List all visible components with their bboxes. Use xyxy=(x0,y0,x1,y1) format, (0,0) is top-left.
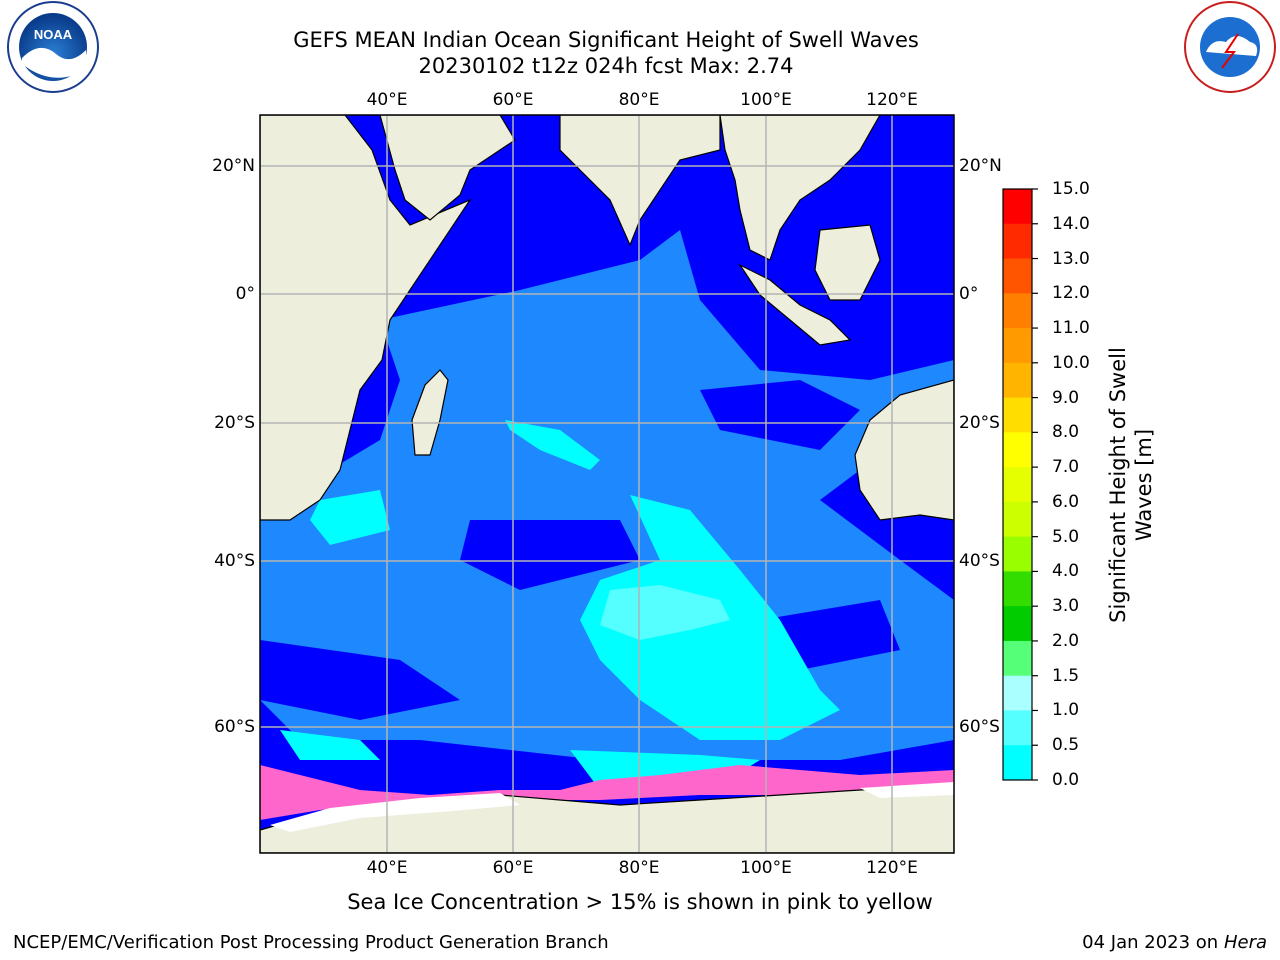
colorbar-tick-label: 0.5 xyxy=(1052,735,1080,756)
colorbar-segment xyxy=(1003,606,1032,642)
colorbar-segment xyxy=(1003,501,1032,538)
land-australia xyxy=(854,379,954,521)
colorbar-label-line2: Waves [m] xyxy=(1132,428,1156,542)
sea-ice-note: Sea Ice Concentration > 15% is shown in … xyxy=(347,890,933,914)
colorbar-tick-label: 1.5 xyxy=(1052,665,1080,686)
swell-band-high-2 xyxy=(280,420,760,790)
colorbar-segment xyxy=(1003,189,1032,225)
lat-label-right-40s: 40°S xyxy=(959,551,1000,571)
colorbar-segment xyxy=(1003,432,1032,468)
colorbar-segment xyxy=(1003,467,1032,503)
lon-label-top-120e: 120°E xyxy=(866,90,918,110)
run-date: 04 Jan 2023 on Hera xyxy=(1082,932,1267,953)
colorbar-segment xyxy=(1003,258,1032,294)
noaa-logo: NOAA xyxy=(7,1,99,93)
colorbar-segment xyxy=(1003,571,1032,607)
run-host: Hera xyxy=(1223,932,1267,953)
sea-ice xyxy=(260,765,954,820)
colorbar-segment xyxy=(1003,223,1032,260)
colorbar-segment xyxy=(1003,293,1032,329)
colorbar-segment xyxy=(1003,745,1032,781)
land-india xyxy=(559,115,721,247)
lat-label-left-20n: 20°N xyxy=(212,156,255,176)
colorbar-tick-label: 8.0 xyxy=(1052,422,1080,443)
colorbar-segment xyxy=(1003,675,1032,711)
colorbar-segment xyxy=(1003,328,1032,364)
lat-label-left-0: 0° xyxy=(235,284,255,304)
land-se-asia xyxy=(719,115,881,261)
colorbar-tick-label: 1.0 xyxy=(1052,700,1080,721)
noaa-logo-text: NOAA xyxy=(34,27,73,42)
lon-label-top-80e: 80°E xyxy=(618,90,660,110)
lat-label-right-60s: 60°S xyxy=(959,717,1000,737)
colorbar-tick-label: 15.0 xyxy=(1052,179,1090,199)
lat-label-left-60s: 60°S xyxy=(214,717,255,737)
lat-label-left-20s: 20°S xyxy=(214,413,255,433)
lon-label-bottom-80e: 80°E xyxy=(618,858,660,878)
colorbar-tick-label: 12.0 xyxy=(1052,283,1090,304)
lon-label-bottom-40e: 40°E xyxy=(366,858,408,878)
colorbar xyxy=(1003,188,1038,781)
map-subtitle: 20230102 t12z 024h fcst Max: 2.74 xyxy=(418,54,794,78)
lat-label-right-0: 0° xyxy=(959,284,979,304)
lon-label-bottom-60e: 60°E xyxy=(492,858,534,878)
colorbar-tick-label: 11.0 xyxy=(1052,318,1090,339)
colorbar-segment xyxy=(1003,710,1032,746)
land-borneo xyxy=(814,224,881,301)
colorbar-tick-label: 3.0 xyxy=(1052,596,1080,617)
colorbar-segment xyxy=(1003,536,1032,572)
colorbar-frame xyxy=(1002,188,1033,781)
land-arabia xyxy=(379,115,516,221)
lat-label-right-20n: 20°N xyxy=(959,156,1002,176)
colorbar-tick-label: 14.0 xyxy=(1052,213,1090,234)
colorbar-tick-label: 7.0 xyxy=(1052,457,1080,478)
land-africa xyxy=(260,115,472,521)
org-credit: NCEP/EMC/Verification Post Processing Pr… xyxy=(13,932,609,953)
colorbar-tick-label: 13.0 xyxy=(1052,248,1090,269)
colorbar-tick-label: 6.0 xyxy=(1052,491,1080,512)
colorbar-tick-label: 2.0 xyxy=(1052,630,1080,651)
colorbar-label-line1: Significant Height of Swell xyxy=(1106,347,1130,623)
lat-label-left-40s: 40°S xyxy=(214,551,255,571)
land-sumatra xyxy=(738,263,852,346)
run-date-text: 04 Jan 2023 on xyxy=(1082,932,1224,953)
colorbar-tick-label: 9.0 xyxy=(1052,387,1080,408)
colorbar-segment xyxy=(1003,640,1032,677)
colorbar-segment xyxy=(1003,362,1032,399)
colorbar-tick-label: 5.0 xyxy=(1052,526,1080,547)
lon-label-top-100e: 100°E xyxy=(740,90,792,110)
colorbar-tick-label: 0.0 xyxy=(1052,770,1080,790)
land-madagascar xyxy=(411,369,449,456)
map-frame xyxy=(259,114,955,854)
nws-logo xyxy=(1184,1,1276,93)
colorbar-tick-label: 4.0 xyxy=(1052,561,1080,582)
map-title: GEFS MEAN Indian Ocean Significant Heigh… xyxy=(293,28,919,52)
swell-band-peak xyxy=(600,585,730,640)
colorbar-label: Significant Height of Swell Waves [m] xyxy=(1105,275,1157,695)
lon-label-bottom-100e: 100°E xyxy=(740,858,792,878)
lat-label-right-20s: 20°S xyxy=(959,413,1000,433)
lon-label-top-40e: 40°E xyxy=(366,90,408,110)
graticule xyxy=(260,115,954,853)
lon-label-bottom-120e: 120°E xyxy=(866,858,918,878)
lon-label-top-60e: 60°E xyxy=(492,90,534,110)
swell-band-low-patch xyxy=(260,380,900,720)
colorbar-tick-label: 10.0 xyxy=(1052,352,1090,373)
colorbar-segment xyxy=(1003,397,1032,433)
ice-shelf-white xyxy=(270,782,954,832)
